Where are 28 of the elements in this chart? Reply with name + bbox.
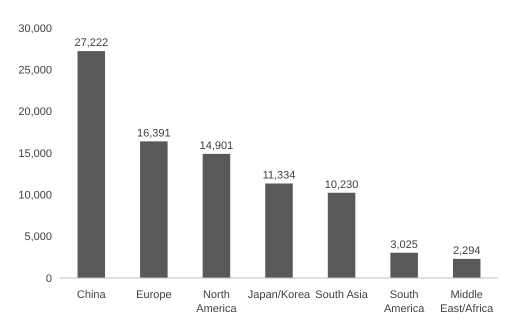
bar <box>390 252 418 278</box>
bar <box>78 51 106 278</box>
data-label: 14,901 <box>200 140 234 152</box>
data-label: 16,391 <box>137 127 171 140</box>
x-tick-label: China <box>76 289 107 301</box>
x-tick-label: Middle East/Africa <box>440 289 494 315</box>
x-tick-label: Japan/Korea <box>248 289 312 301</box>
y-tick-label: 0 <box>46 272 52 285</box>
bar <box>265 184 293 278</box>
bar <box>202 154 230 278</box>
y-tick-label: 20,000 <box>18 106 52 118</box>
y-tick-label: 30,000 <box>18 22 52 35</box>
data-label: 27,222 <box>74 37 108 50</box>
bar <box>140 141 168 278</box>
y-tick-label: 5,000 <box>24 231 52 244</box>
data-label: 3,025 <box>390 238 418 251</box>
y-tick-label: 25,000 <box>18 64 52 77</box>
bar <box>452 258 480 278</box>
y-tick-label: 15,000 <box>18 148 52 160</box>
data-label: 2,294 <box>452 244 480 257</box>
x-tick-label: Europe <box>136 289 172 301</box>
data-label: 11,334 <box>262 170 296 182</box>
x-tick-label: South America <box>384 289 426 315</box>
y-tick-label: 10,000 <box>18 190 52 202</box>
x-tick-label: North America <box>196 289 238 315</box>
bar <box>328 192 356 278</box>
data-label: 10,230 <box>324 178 358 191</box>
x-tick-label: South Asia <box>315 289 369 301</box>
